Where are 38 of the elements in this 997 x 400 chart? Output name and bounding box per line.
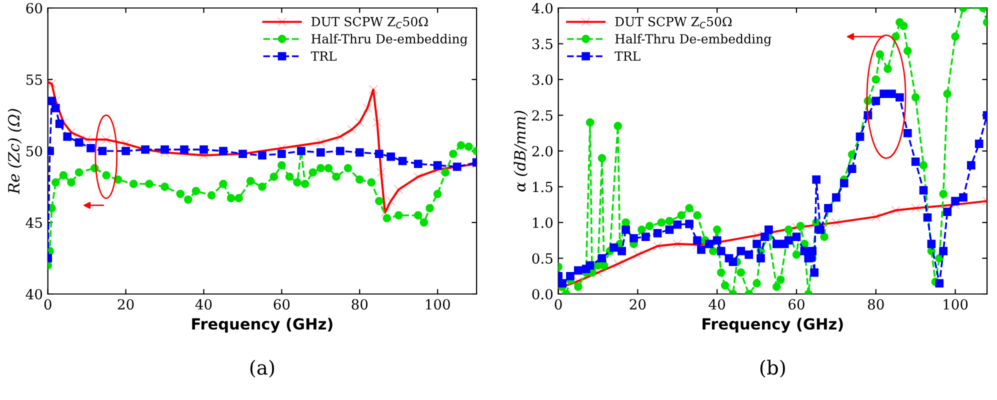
y-tick-label: 3.5 (532, 38, 552, 50)
x-tick-label: 100 (944, 299, 968, 310)
y-tick-label: 3.0 (532, 74, 553, 85)
text: (a) (250, 360, 274, 378)
legend-label: TRL (614, 52, 640, 61)
y-tick-label: 2.0 (532, 146, 553, 156)
x-tick-label: 0 (44, 299, 52, 310)
y-tick-label: 1.0 (533, 217, 553, 228)
y-tick-label: 60 (26, 2, 42, 14)
y-tick-label: 50 (26, 146, 42, 156)
x-tick-label: 40 (708, 299, 726, 310)
x-tick-label: 80 (868, 299, 884, 310)
y-tick-label: 2.5 (532, 110, 552, 121)
x-axis-title: Frequency (GHz) (192, 318, 332, 333)
x-axis-title: Frequency (GHz) (702, 318, 843, 333)
x-tick-label: 40 (195, 299, 212, 310)
x-tick-label: 20 (118, 299, 134, 310)
x-tick-label: 100 (426, 299, 450, 310)
legend-label: Half-Thru De-embedding (311, 34, 468, 46)
legend-label: Half-Thru De-embedding (615, 34, 772, 46)
text: (b) (760, 360, 785, 378)
legend-label: TRL (310, 52, 337, 61)
y-tick-label: 1.5 (533, 182, 552, 192)
y-tick-label: 0.5 (532, 253, 552, 264)
y-tick-label: 4.0 (532, 2, 553, 14)
y-axis-title: α (dB/mm) (514, 110, 528, 192)
y-tick-label: 40 (26, 288, 42, 300)
y-axis-title: Re (Zc) (Ω) (8, 108, 22, 194)
x-tick-label: 20 (630, 299, 646, 310)
legend-label: DUT SCPW Z$_{C}$50Ω (615, 16, 732, 28)
y-tick-label: 55 (26, 74, 42, 85)
y-tick-label: 0.0 (532, 288, 553, 300)
legend-label: DUT SCPW Z$_{C}$50Ω (311, 16, 428, 28)
x-tick-label: 60 (788, 299, 804, 310)
x-tick-label: 80 (352, 299, 368, 310)
x-tick-label: 0 (554, 299, 562, 310)
y-tick-label: 45 (26, 217, 42, 228)
x-tick-label: 60 (274, 299, 290, 310)
